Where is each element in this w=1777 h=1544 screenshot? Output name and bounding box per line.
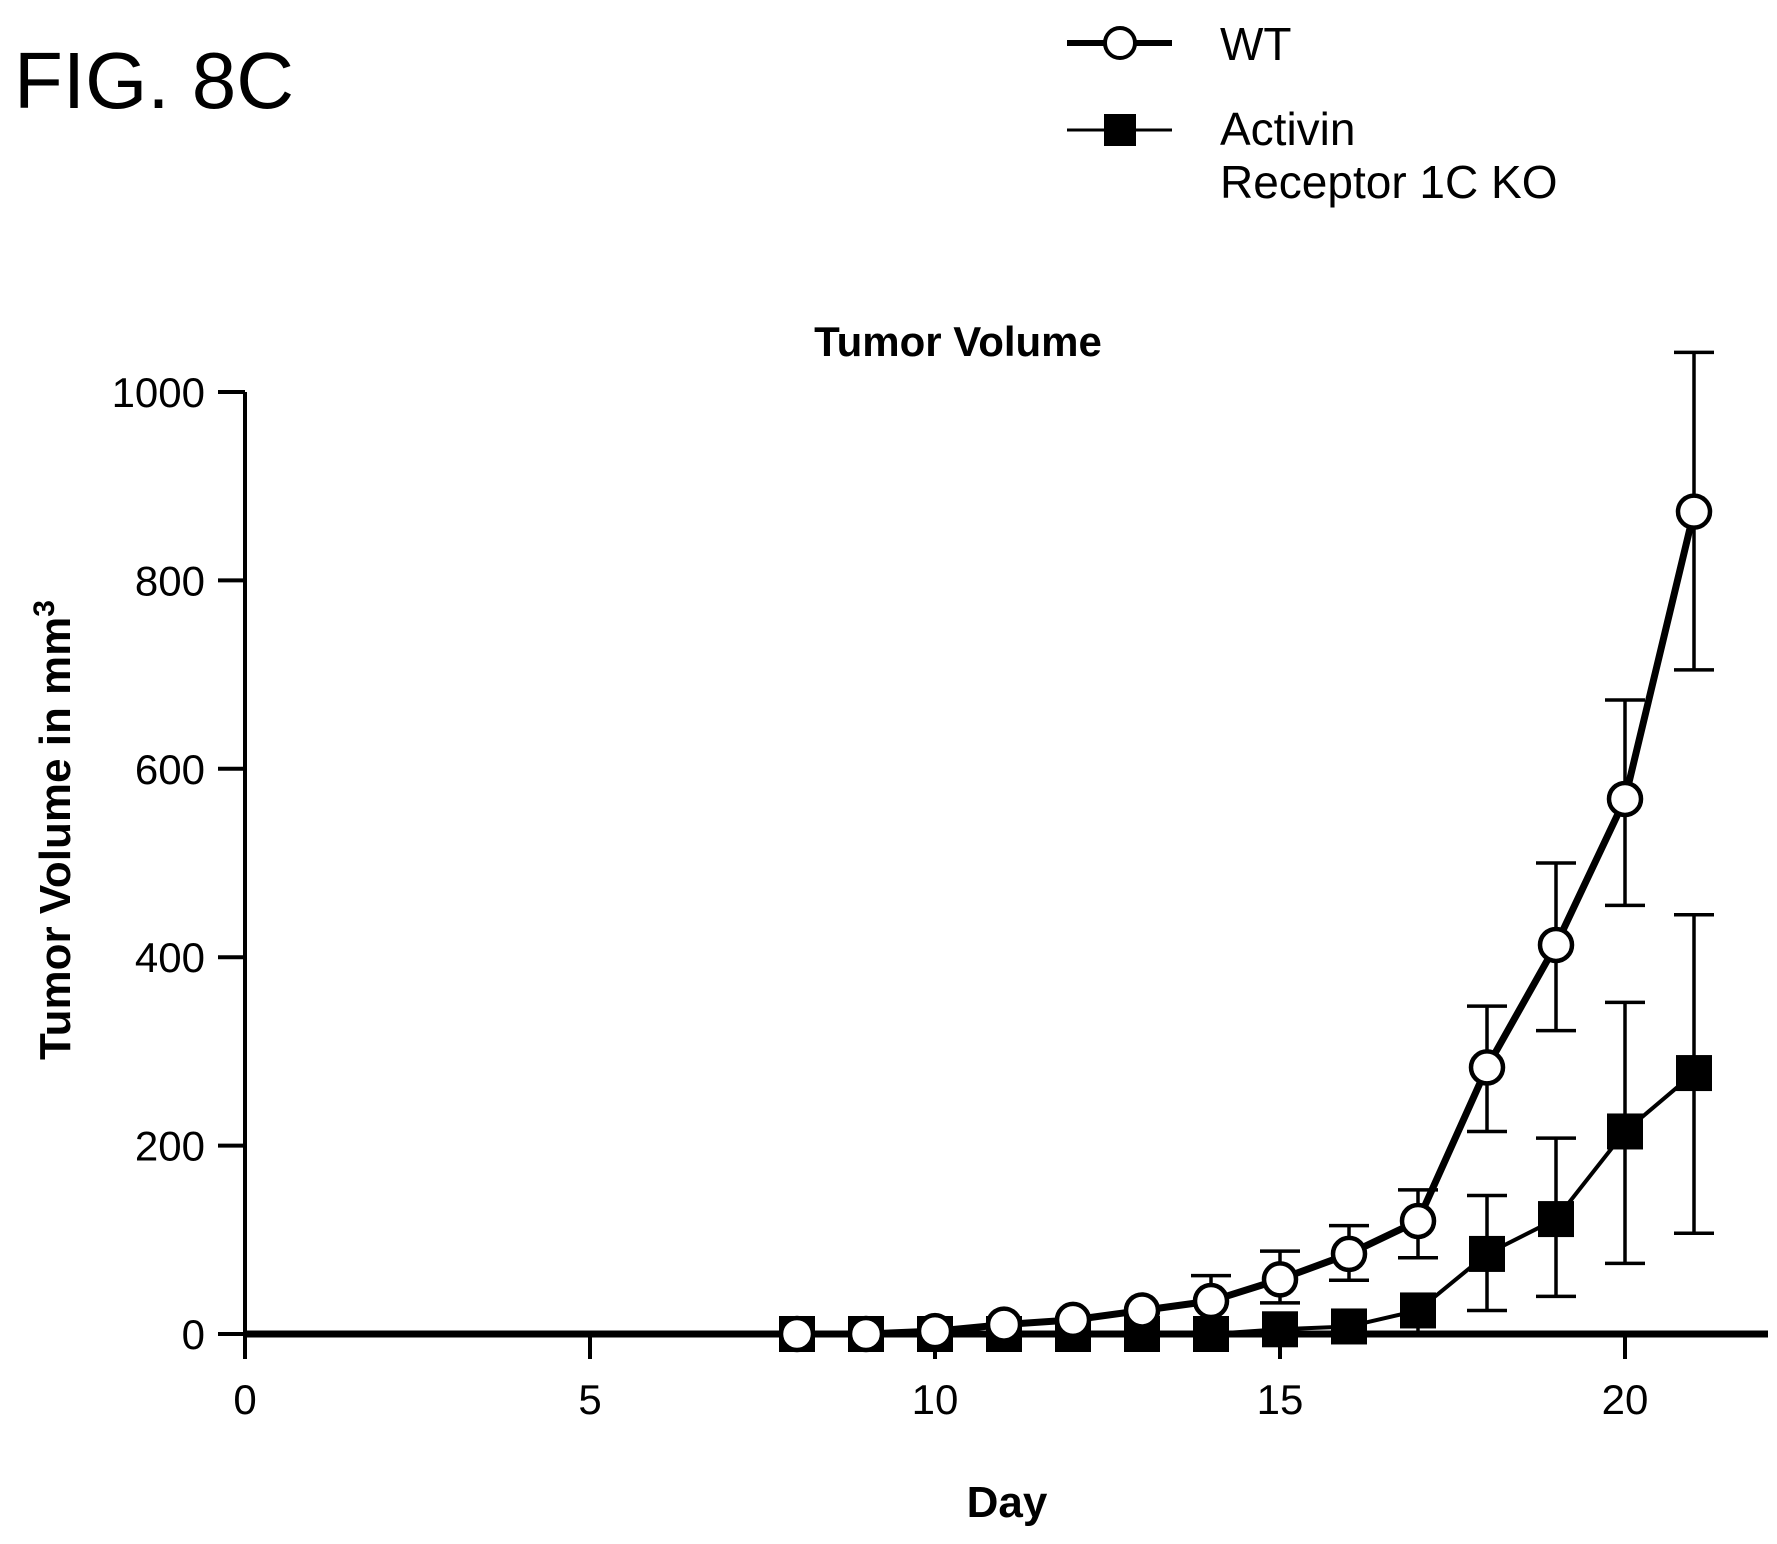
x-tick-label: 20 [1602,1376,1649,1423]
x-ticks: 0 5 10 15 20 [233,1334,1648,1423]
x-tick-label: 5 [578,1376,601,1423]
ko-data-point [1538,1201,1574,1238]
ko-data-point [1676,1055,1712,1092]
ko-data-point [1469,1235,1505,1272]
legend-ko-label-line1: Activin [1220,103,1355,155]
wt-data-point [1192,1282,1230,1320]
x-tick-label: 15 [1257,1376,1304,1423]
wt-data-point [1537,926,1575,964]
wt-data-point [1399,1202,1437,1240]
legend: WT Activin Receptor 1C KO [1067,18,1557,208]
ko-data-point [1331,1308,1367,1345]
y-tick-label: 800 [135,557,205,604]
wt-data-point [1675,493,1713,530]
wt-data-point [847,1315,885,1353]
wt-data-point [778,1315,816,1353]
legend-ko-marker [1104,114,1136,146]
legend-wt-label: WT [1220,18,1292,70]
figure-label: FIG. 8C [14,36,294,125]
y-tick-label: 200 [135,1123,205,1170]
legend-ko-label-line2: Receptor 1C KO [1220,156,1557,208]
wt-data-point [916,1312,954,1350]
y-tick-label: 400 [135,934,205,981]
x-tick-label: 10 [912,1376,959,1423]
ko-data-point [1262,1311,1298,1348]
series-layer [778,350,1714,1353]
x-tick-label: 0 [233,1376,256,1423]
y-axis-label: Tumor Volume in mm3 [28,600,80,1060]
y-axis-label-superscript: 3 [28,600,61,617]
chart-title: Tumor Volume [814,318,1102,365]
wt-data-point [1261,1261,1299,1298]
ko-data-point [1400,1292,1436,1329]
y-tick-label: 1000 [112,369,205,416]
y-axis-label-main: Tumor Volume in mm [31,617,80,1060]
wt-data-point [1468,1049,1506,1086]
y-tick-label: 600 [135,746,205,793]
series-wt [778,350,1714,1353]
x-axis-label: Day [967,1478,1048,1527]
wt-data-point [1054,1301,1092,1339]
wt-data-point [1330,1235,1368,1273]
legend-wt-marker [1103,26,1137,60]
y-ticks: 0 200 400 600 800 1000 [112,369,245,1358]
wt-data-point [1606,780,1644,818]
y-tick-label: 0 [182,1311,205,1358]
wt-data-point [1123,1292,1161,1329]
ko-data-point [1607,1113,1643,1150]
wt-data-point [985,1306,1023,1343]
